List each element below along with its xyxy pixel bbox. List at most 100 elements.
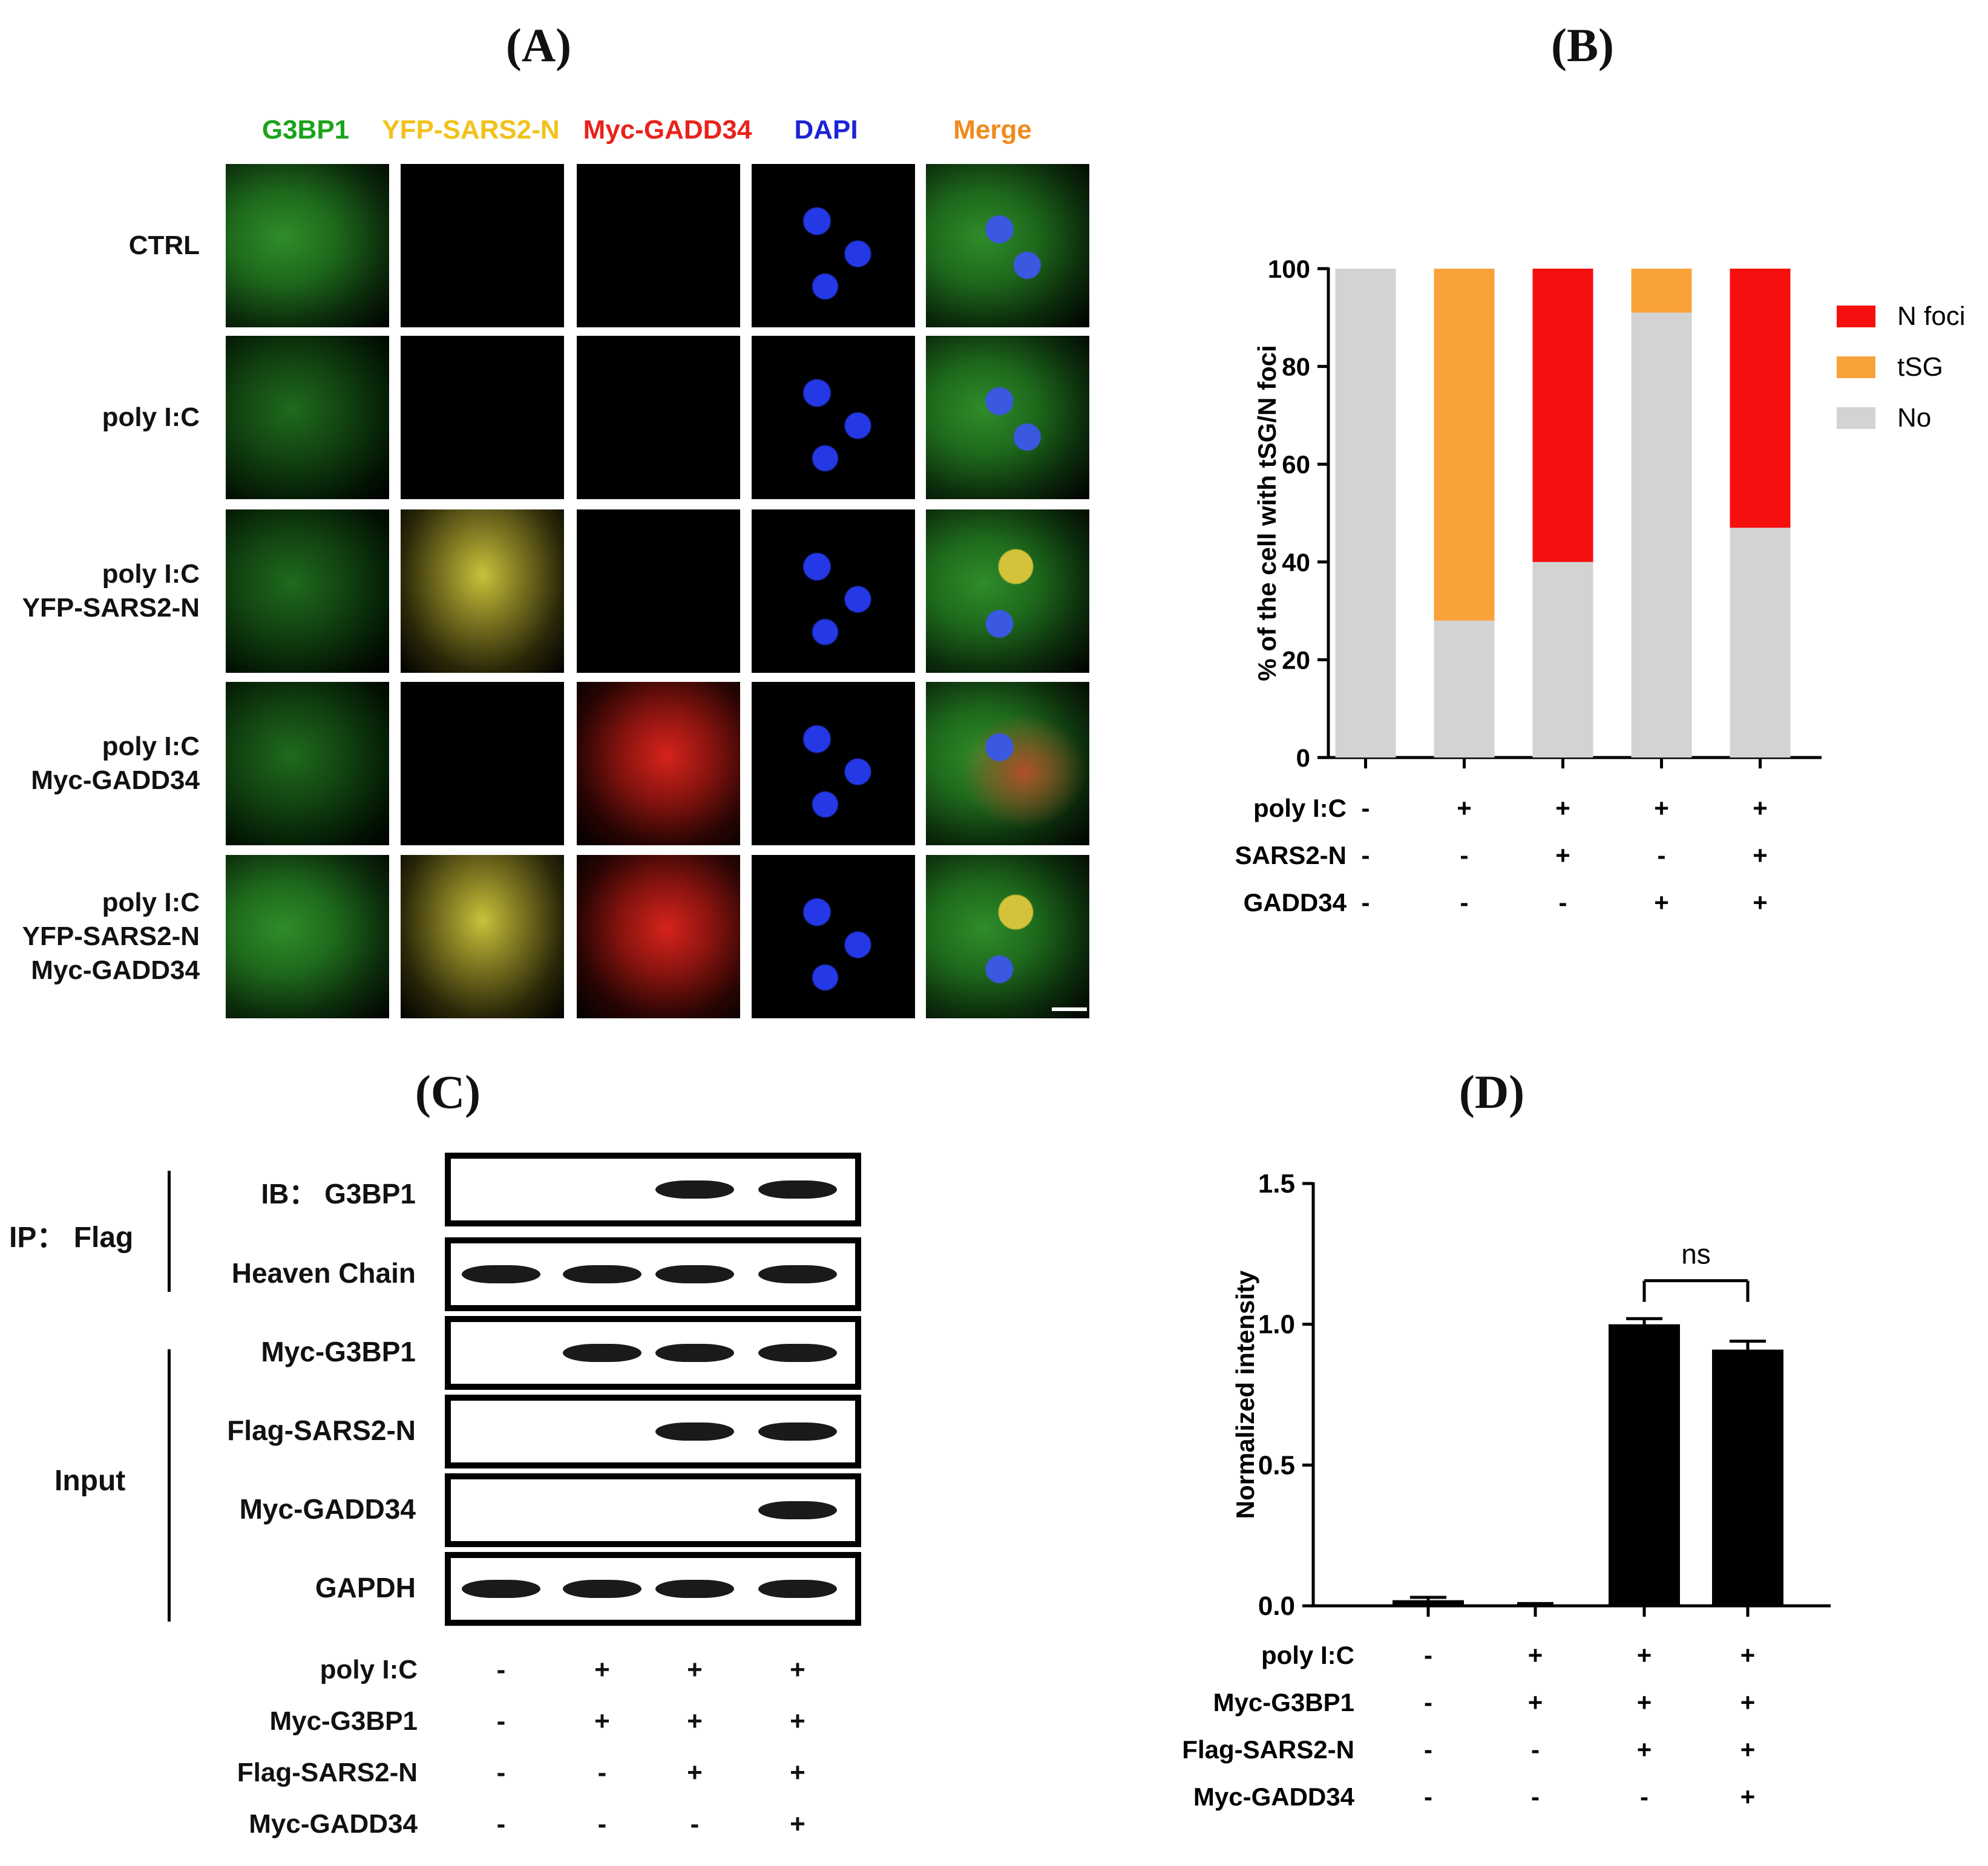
condition-symbol: +	[1753, 794, 1768, 822]
bar-segment-no	[1434, 620, 1495, 758]
condition-symbol: -	[1362, 794, 1370, 822]
micrograph-r1-c0	[226, 336, 389, 499]
row-label-line: YFP-SARS2-N	[22, 593, 200, 623]
blot-band	[462, 1265, 540, 1283]
blot-band	[758, 1180, 837, 1199]
condition-label-2: Flag-SARS2-N	[1182, 1735, 1354, 1764]
channel-label-0: G3BP1	[261, 115, 350, 145]
row-label-3: poly I:C Myc-GADD34	[31, 730, 200, 797]
condition-symbol: -	[496, 1809, 506, 1839]
condition-label-0: poly I:C	[1261, 1641, 1354, 1669]
row-label-line: YFP-SARS2-N	[22, 922, 200, 951]
input-label: Input	[54, 1465, 126, 1497]
y-tick-label-3: 1.5	[1258, 1169, 1295, 1199]
condition-symbol: +	[687, 1758, 703, 1787]
legend-label-0: N foci	[1897, 301, 1965, 331]
blot-band	[758, 1422, 837, 1441]
condition-symbol: +	[1654, 888, 1669, 917]
panel-d-bar-chart: 0.0 0.5 1.0 1.5 Normalized intensity ns poly I…	[1182, 1169, 1831, 1811]
blot-band	[655, 1265, 734, 1283]
blot-band	[563, 1265, 641, 1283]
condition-label-1: SARS2-N	[1235, 841, 1347, 869]
channel-label-1: YFP-SARS2-N	[382, 115, 560, 145]
blot-band	[655, 1580, 734, 1598]
micrograph-r2-c4	[926, 509, 1089, 673]
y-tick-label-5: 100	[1268, 255, 1310, 283]
condition-label-3: Myc-GADD34	[1193, 1783, 1355, 1811]
row-label-line: Myc-GADD34	[31, 955, 200, 985]
condition-symbol: -	[1460, 888, 1469, 917]
condition-label-1: Myc-G3BP1	[1213, 1688, 1354, 1717]
condition-symbol: -	[1362, 841, 1370, 869]
panel-b-stacked-bar-chart: 0 20 40 60 80 100 % of the cell with tSG/N foc…	[1235, 255, 1966, 917]
condition-symbol: -	[496, 1655, 506, 1684]
micrograph-r2-c1	[401, 509, 564, 673]
row-label-line: poly I:C	[102, 888, 200, 917]
micrograph-r3-c0	[226, 682, 389, 845]
micrograph-r3-c2	[577, 682, 740, 845]
condition-label-1: Myc-G3BP1	[269, 1706, 418, 1736]
channel-label-2: Myc-GADD34	[583, 115, 752, 145]
blot-band	[563, 1344, 641, 1362]
condition-symbol: +	[1528, 1641, 1543, 1669]
micrograph-r1-c4	[926, 336, 1089, 499]
micrograph-r4-c0	[226, 855, 389, 1018]
condition-symbol: -	[496, 1758, 506, 1787]
micrograph-r3-c3	[752, 682, 915, 845]
y-tick-label-1: 0.5	[1258, 1450, 1295, 1480]
blot-band	[655, 1180, 734, 1199]
y-tick-label-3: 60	[1282, 450, 1310, 479]
panel-d-label: (D)	[1458, 1066, 1525, 1118]
condition-symbol: +	[1753, 888, 1768, 917]
scale-bar	[1052, 1007, 1087, 1011]
channel-label-3: DAPI	[794, 115, 858, 145]
bar-segment-n-foci	[1532, 269, 1593, 562]
blot-label-1: Heaven Chain	[231, 1257, 416, 1289]
input-bracket	[168, 1349, 171, 1622]
condition-symbol: -	[1424, 1641, 1432, 1669]
condition-symbol: +	[790, 1809, 805, 1839]
condition-symbol: +	[687, 1655, 703, 1684]
condition-label-3: Myc-GADD34	[249, 1809, 418, 1839]
micrograph-r2-c3	[752, 509, 915, 673]
bar-segment-no	[1730, 528, 1791, 758]
condition-symbol: +	[1740, 1688, 1756, 1717]
micrograph-r1-c1	[401, 336, 564, 499]
y-axis-title: Normalized intensity	[1231, 1270, 1259, 1519]
condition-symbol: +	[1637, 1735, 1652, 1764]
condition-symbol: -	[496, 1706, 506, 1736]
blot-band	[758, 1580, 837, 1598]
blot-label-5: GAPDH	[315, 1572, 416, 1603]
condition-label-2: Flag-SARS2-N	[237, 1758, 418, 1787]
condition-symbol: +	[1753, 841, 1768, 869]
condition-symbol: +	[790, 1758, 805, 1787]
bar-3	[1712, 1349, 1783, 1606]
blot-band	[655, 1344, 734, 1362]
blot-band	[758, 1265, 837, 1283]
condition-symbol: +	[1637, 1641, 1652, 1669]
blot-label-4: Myc-GADD34	[239, 1493, 416, 1525]
y-tick-label-0: 0.0	[1258, 1591, 1295, 1621]
legend-label-1: tSG	[1897, 352, 1943, 382]
row-label-line: poly I:C	[102, 402, 200, 432]
row-label-4: poly I:C YFP-SARS2-N Myc-GADD34	[22, 886, 200, 987]
condition-symbol: -	[1424, 1688, 1432, 1717]
condition-label-0: poly I:C	[1253, 794, 1347, 822]
row-label-2: poly I:C YFP-SARS2-N	[22, 557, 200, 625]
condition-symbol: +	[790, 1655, 805, 1684]
blot-band	[655, 1422, 734, 1441]
micrograph-r4-c4	[926, 855, 1089, 1018]
legend-swatch-0	[1837, 306, 1875, 327]
condition-symbol: +	[1740, 1783, 1756, 1811]
micrograph-r3-c1	[401, 682, 564, 845]
row-label-line: poly I:C	[102, 732, 200, 761]
condition-symbol: -	[1424, 1783, 1432, 1811]
condition-symbol: +	[1457, 794, 1472, 822]
condition-symbol: +	[1555, 841, 1570, 869]
legend-swatch-2	[1837, 407, 1875, 429]
panel-b-label: (B)	[1551, 19, 1614, 71]
micrograph-r2-c2	[577, 509, 740, 673]
condition-symbol: +	[1740, 1735, 1756, 1764]
condition-symbol: +	[687, 1706, 703, 1736]
legend-label-2: No	[1897, 403, 1931, 433]
